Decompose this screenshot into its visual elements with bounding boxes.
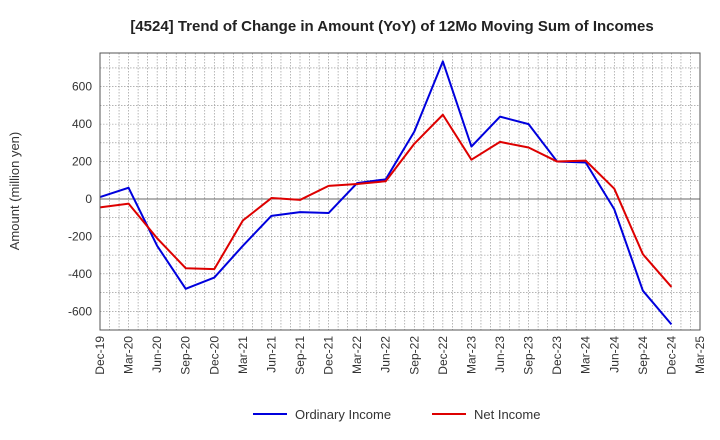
x-tick-label: Jun-21	[264, 336, 278, 373]
series-line-net-income	[99, 113, 673, 288]
x-tick-label: Jun-24	[607, 336, 621, 373]
x-tick-label: Jun-20	[150, 336, 164, 373]
series-layer	[99, 60, 673, 326]
x-tick-label: Sep-21	[293, 336, 307, 375]
x-tick-label: Mar-20	[122, 336, 136, 374]
y-tick-label: -400	[68, 267, 92, 281]
x-tick-label: Mar-22	[350, 336, 364, 374]
legend: Ordinary Income Net Income	[253, 407, 540, 422]
x-tick-label: Jun-22	[379, 336, 393, 373]
x-tick-label: Mar-25	[693, 336, 707, 374]
chart-title: [4524] Trend of Change in Amount (YoY) o…	[130, 18, 653, 35]
plot-area	[100, 53, 700, 330]
x-tick-label: Sep-24	[636, 336, 650, 375]
x-tick-label: Sep-20	[179, 336, 193, 375]
x-tick-label: Dec-22	[436, 336, 450, 375]
legend-ordinary-income-label: Ordinary Income	[295, 407, 391, 422]
x-tick-label: Dec-20	[207, 336, 221, 375]
x-tick-label: Sep-23	[522, 336, 536, 375]
plot-frame	[99, 52, 701, 331]
y-tick-label: 600	[72, 80, 92, 94]
y-tick-label: -600	[68, 304, 92, 318]
x-tick-label: Sep-22	[407, 336, 421, 375]
y-tick-label: 200	[72, 155, 92, 169]
y-tick-labels: -600 -400 -200 0 200 400 600	[68, 80, 92, 319]
y-axis-label: Amount (million yen)	[7, 132, 22, 251]
x-tick-label: Mar-24	[579, 336, 593, 374]
series-line-ordinary-income	[99, 60, 673, 326]
x-tick-label: Mar-21	[236, 336, 250, 374]
y-tick-label: 0	[85, 192, 92, 206]
y-tick-label: 400	[72, 117, 92, 131]
x-tick-label: Dec-21	[322, 336, 336, 375]
x-tick-labels: Dec-19 Mar-20 Jun-20 Sep-20 Dec-20 Mar-21 Jun-…	[93, 336, 707, 375]
y-tick-label: -200	[68, 229, 92, 243]
x-tick-label: Dec-23	[550, 336, 564, 375]
grid-lines	[100, 53, 700, 330]
legend-net-income-label: Net Income	[474, 407, 540, 422]
x-tick-label: Mar-23	[464, 336, 478, 374]
x-tick-label: Dec-19	[93, 336, 107, 375]
x-tick-label: Jun-23	[493, 336, 507, 373]
x-tick-label: Dec-24	[664, 336, 678, 375]
